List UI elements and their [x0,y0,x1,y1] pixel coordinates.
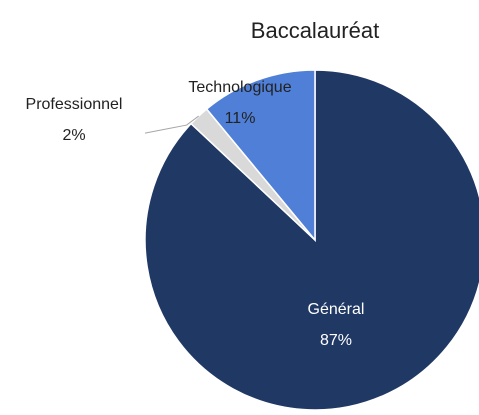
chart-title: Baccalauréat [251,18,379,43]
value-label: 11% [225,110,256,127]
value-label: 87% [320,332,352,349]
category-label: Technologique [188,79,291,96]
pie-slice [205,69,316,243]
category-label: Général [308,301,365,318]
category-label: Professionnel [26,96,123,113]
leader-line [144,115,199,134]
value-label: 2% [62,127,85,144]
pie-slice [144,69,479,411]
